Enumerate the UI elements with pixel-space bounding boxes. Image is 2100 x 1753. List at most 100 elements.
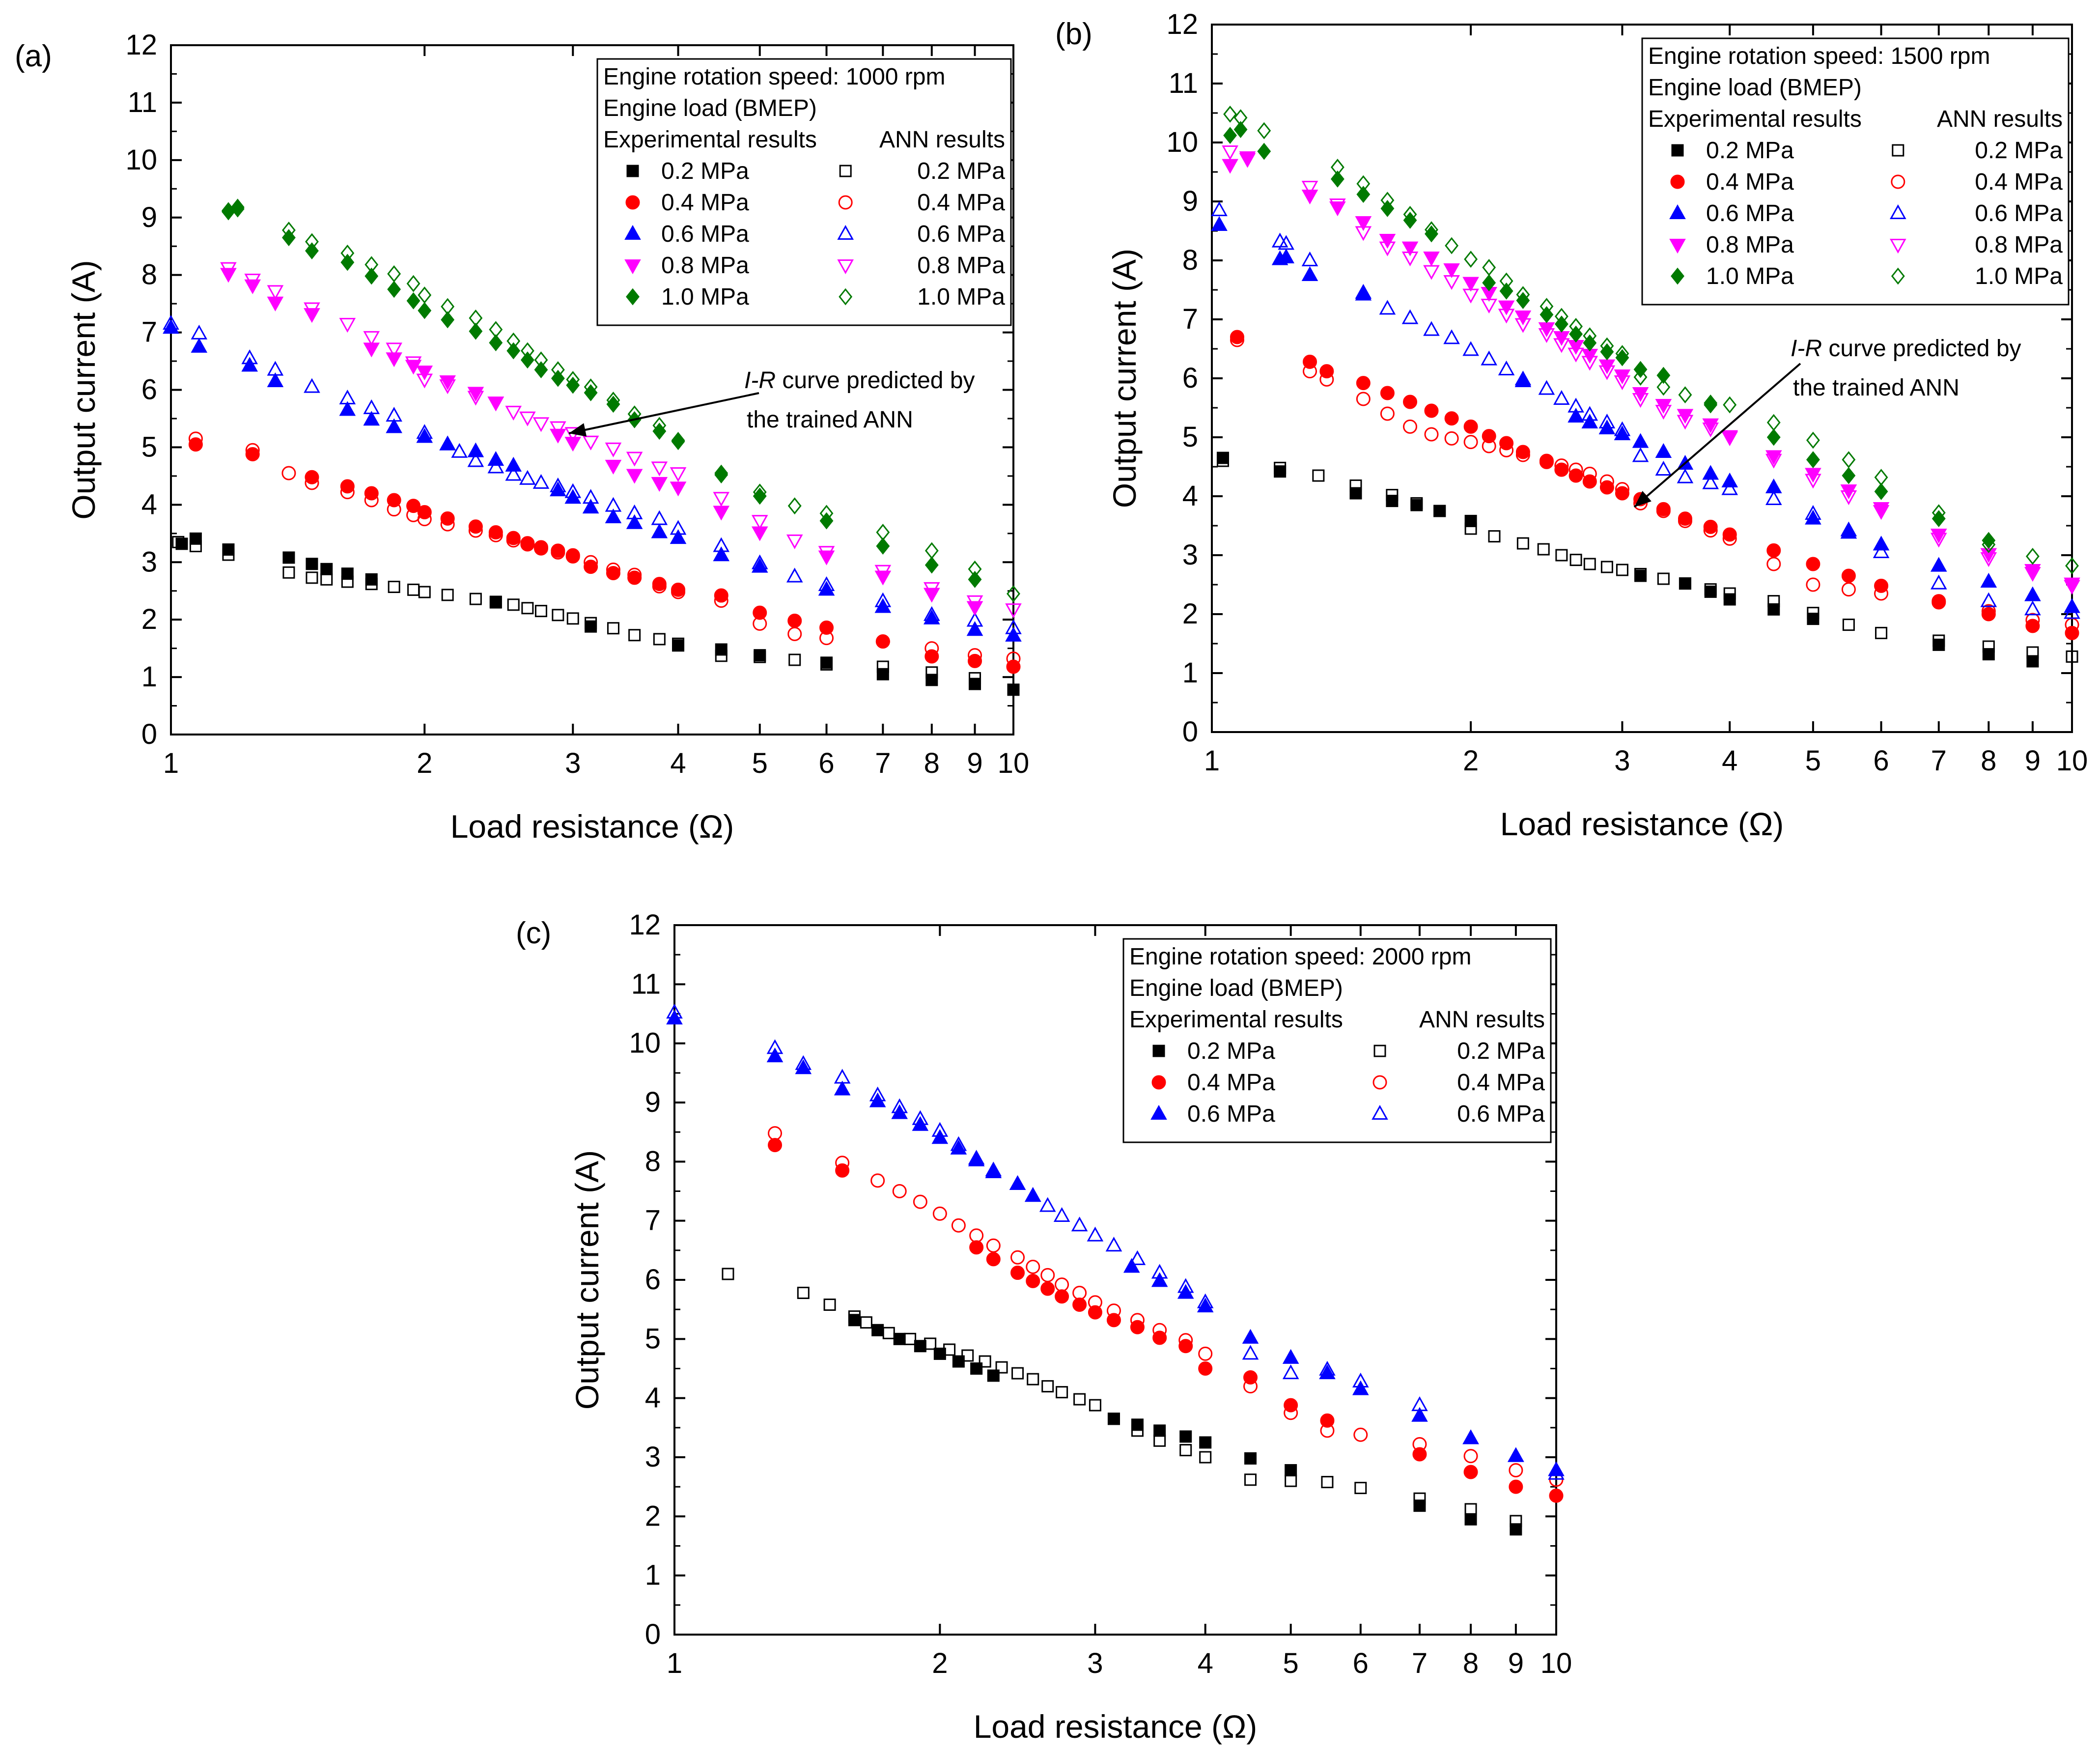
annotation-arrow <box>568 392 759 434</box>
exp-point <box>1178 1339 1193 1354</box>
legend-label-exp: 0.2 MPa <box>1187 1038 1275 1064</box>
ann-point <box>1011 1367 1024 1380</box>
x-tick-label: 5 <box>1283 1647 1299 1679</box>
exp-point <box>753 605 767 620</box>
exp-point <box>551 369 565 387</box>
exp-point <box>818 550 835 565</box>
exp-point <box>1516 292 1530 310</box>
legend-marker-exp <box>1151 1075 1166 1090</box>
exp-point <box>818 581 835 596</box>
exp-point <box>1244 1452 1257 1465</box>
legend-marker-ann <box>1891 267 1905 285</box>
ann-point <box>1356 392 1371 406</box>
exp-point <box>1677 409 1694 424</box>
ann-point <box>670 467 687 482</box>
ann-point <box>534 605 547 618</box>
exp-point <box>1840 524 1857 539</box>
legend-marker-ann <box>839 288 853 306</box>
ann-point <box>363 331 380 346</box>
y-tick-label: 7 <box>1182 303 1198 335</box>
exp-point <box>1766 428 1781 446</box>
panel-label: (a) <box>15 39 52 73</box>
exp-point <box>267 372 284 387</box>
exp-point <box>364 486 379 501</box>
exp-point <box>1765 450 1782 465</box>
ann-point <box>1873 543 1890 558</box>
exp-point <box>1411 1407 1428 1422</box>
exp-point <box>1598 419 1616 434</box>
annotation-line1: I-R curve predicted by <box>1791 336 2021 362</box>
y-tick-label: 2 <box>1182 598 1198 630</box>
exp-point <box>651 523 668 538</box>
ann-point <box>1007 585 1020 602</box>
exp-point <box>1239 151 1256 167</box>
exp-point <box>364 267 379 285</box>
ann-point <box>2025 547 2040 565</box>
ann-point <box>751 515 768 530</box>
exp-point <box>968 653 982 668</box>
y-tick-label: 11 <box>128 86 157 118</box>
exp-point <box>768 1138 783 1153</box>
exp-point <box>1242 1329 1259 1344</box>
exp-point <box>605 459 622 475</box>
exp-point <box>1932 638 1945 651</box>
exp-point <box>1152 1330 1167 1345</box>
exp-point <box>584 560 598 574</box>
ann-point <box>1766 414 1781 431</box>
exp-point <box>986 1252 1001 1267</box>
ann-point <box>1199 1451 1212 1464</box>
y-tick-label: 10 <box>125 144 157 176</box>
exp-point <box>713 506 730 521</box>
exp-point <box>1274 465 1287 478</box>
ann-point <box>1841 582 1856 597</box>
exp-point <box>1581 413 1598 428</box>
exp-point <box>1568 407 1584 423</box>
exp-point <box>1805 468 1821 483</box>
y-tick-label: 5 <box>141 431 157 463</box>
ann-point <box>787 497 802 515</box>
legend-marker-ann <box>1372 1075 1387 1090</box>
x-tick-label: 5 <box>752 747 768 779</box>
exp-point <box>1805 509 1821 525</box>
legend-title: Engine rotation speed: 1000 rpm <box>603 64 945 90</box>
ann-point <box>1980 592 1997 607</box>
ann-point <box>713 492 730 507</box>
ann-point <box>1463 1449 1478 1464</box>
exp-point <box>406 292 420 310</box>
exp-point <box>1582 474 1597 489</box>
exp-point <box>533 540 548 555</box>
ann-point <box>306 571 318 584</box>
exp-point <box>1982 648 1995 661</box>
exp-point <box>874 570 892 586</box>
exp-point <box>585 620 597 633</box>
y-tick-label: 4 <box>1182 480 1198 512</box>
legend-subtitle: Engine load (BMEP) <box>1648 75 1862 101</box>
exp-point <box>1199 1436 1212 1449</box>
exp-point <box>416 428 433 443</box>
x-tick-label: 8 <box>1463 1647 1479 1679</box>
exp-point <box>191 338 208 353</box>
ann-point <box>507 598 520 611</box>
y-tick-label: 1 <box>645 1559 661 1591</box>
ann-point <box>304 378 320 393</box>
legend-col1-header: Experimental results <box>603 127 817 153</box>
legend-marker-ann <box>1892 144 1904 157</box>
x-tick-label: 9 <box>2025 745 2041 777</box>
exp-point <box>551 543 565 558</box>
ann-point <box>406 275 420 292</box>
exp-point <box>1040 1281 1055 1296</box>
exp-point <box>751 558 768 573</box>
exp-point <box>1179 1430 1192 1443</box>
exp-point <box>1721 430 1738 445</box>
exp-point <box>606 396 620 413</box>
exp-point <box>1539 454 1554 469</box>
legend-subtitle: Engine load (BMEP) <box>1129 975 1343 1001</box>
exp-point <box>1412 1447 1427 1462</box>
legend-marker-exp <box>624 259 641 275</box>
legend-marker-exp <box>626 288 640 306</box>
exp-point <box>1702 465 1719 480</box>
exp-point <box>1130 1320 1145 1334</box>
y-tick-label: 12 <box>1166 8 1198 40</box>
ann-point <box>1481 350 1498 366</box>
exp-point <box>1499 282 1513 300</box>
